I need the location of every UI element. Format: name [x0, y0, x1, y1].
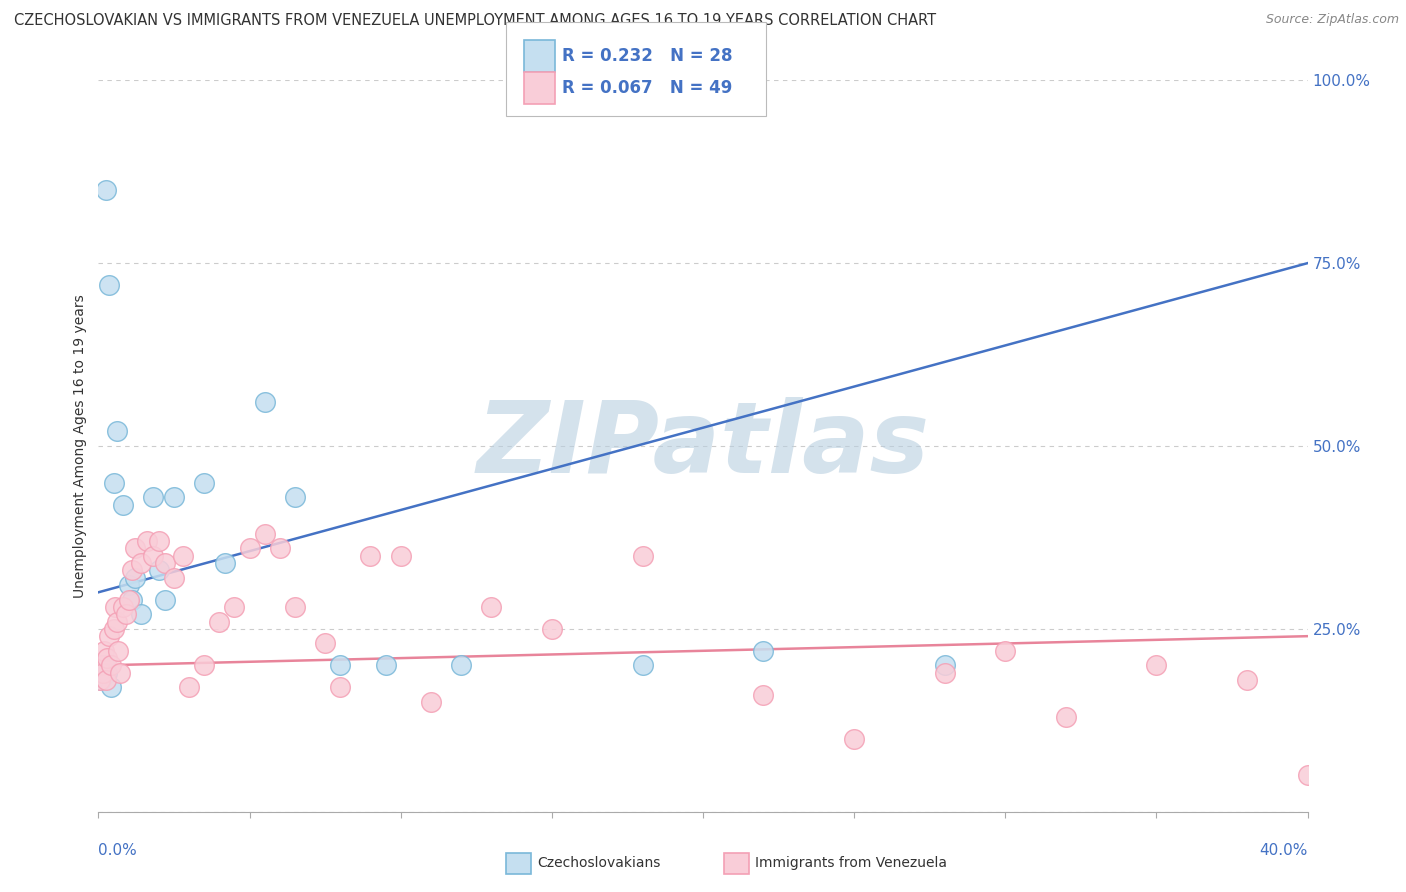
Point: [253, 526, 276, 541]
Point: [193, 475, 215, 490]
Point: [1296, 768, 1319, 782]
Point: [172, 549, 194, 563]
Point: [100, 681, 122, 695]
Text: R = 0.232   N = 28: R = 0.232 N = 28: [562, 47, 733, 65]
Point: [284, 599, 307, 614]
Point: [93, 658, 115, 673]
Point: [153, 592, 176, 607]
Y-axis label: Unemployment Among Ages 16 to 19 years: Unemployment Among Ages 16 to 19 years: [73, 294, 87, 598]
Text: R = 0.067   N = 49: R = 0.067 N = 49: [562, 78, 733, 96]
Point: [481, 599, 503, 614]
Point: [89, 673, 111, 687]
Point: [91, 658, 114, 673]
Text: 0.0%: 0.0%: [98, 843, 138, 858]
Point: [103, 622, 125, 636]
Point: [148, 563, 170, 577]
Point: [104, 599, 127, 614]
Point: [90, 673, 112, 687]
Point: [1054, 709, 1077, 723]
Point: [253, 395, 276, 409]
Point: [224, 599, 246, 614]
Point: [360, 549, 382, 563]
Point: [153, 556, 176, 570]
Point: [208, 615, 231, 629]
Point: [135, 534, 157, 549]
Point: [239, 541, 262, 556]
Point: [111, 599, 134, 614]
Point: [105, 425, 128, 439]
Point: [752, 644, 775, 658]
Point: [118, 578, 141, 592]
Point: [94, 183, 117, 197]
Text: Source: ZipAtlas.com: Source: ZipAtlas.com: [1265, 13, 1399, 27]
Point: [163, 571, 186, 585]
Point: [844, 731, 866, 746]
Point: [129, 556, 152, 570]
Point: [1236, 673, 1258, 687]
Point: [100, 658, 122, 673]
Point: [93, 644, 115, 658]
Point: [163, 490, 186, 504]
Point: [314, 636, 336, 650]
Point: [98, 278, 121, 293]
Point: [994, 644, 1017, 658]
Point: [124, 571, 146, 585]
Point: [631, 658, 654, 673]
Text: 40.0%: 40.0%: [1260, 843, 1308, 858]
Text: CZECHOSLOVAKIAN VS IMMIGRANTS FROM VENEZUELA UNEMPLOYMENT AMONG AGES 16 TO 19 YE: CZECHOSLOVAKIAN VS IMMIGRANTS FROM VENEZ…: [14, 13, 936, 29]
Point: [148, 534, 170, 549]
Point: [420, 695, 443, 709]
Point: [121, 592, 143, 607]
Point: [94, 673, 117, 687]
Point: [107, 644, 129, 658]
Point: [142, 490, 165, 504]
Point: [214, 556, 236, 570]
Point: [105, 615, 128, 629]
Point: [329, 658, 352, 673]
Point: [374, 658, 396, 673]
Point: [103, 475, 125, 490]
Point: [269, 541, 291, 556]
Point: [142, 549, 165, 563]
Text: ZIPatlas: ZIPatlas: [477, 398, 929, 494]
Point: [124, 541, 146, 556]
Point: [752, 688, 775, 702]
Point: [193, 658, 215, 673]
Point: [631, 549, 654, 563]
Point: [118, 592, 141, 607]
Point: [1144, 658, 1167, 673]
Point: [114, 607, 136, 622]
Point: [179, 681, 201, 695]
Text: Immigrants from Venezuela: Immigrants from Venezuela: [755, 856, 948, 871]
Text: Czechoslovakians: Czechoslovakians: [537, 856, 661, 871]
Point: [111, 498, 134, 512]
Point: [98, 629, 121, 643]
Point: [91, 665, 114, 680]
Point: [934, 665, 956, 680]
Point: [96, 651, 118, 665]
Point: [108, 665, 131, 680]
Point: [96, 665, 118, 680]
Point: [284, 490, 307, 504]
Point: [934, 658, 956, 673]
Point: [121, 563, 143, 577]
Point: [450, 658, 472, 673]
Point: [389, 549, 412, 563]
Point: [90, 658, 112, 673]
Point: [329, 681, 352, 695]
Point: [540, 622, 562, 636]
Point: [129, 607, 152, 622]
